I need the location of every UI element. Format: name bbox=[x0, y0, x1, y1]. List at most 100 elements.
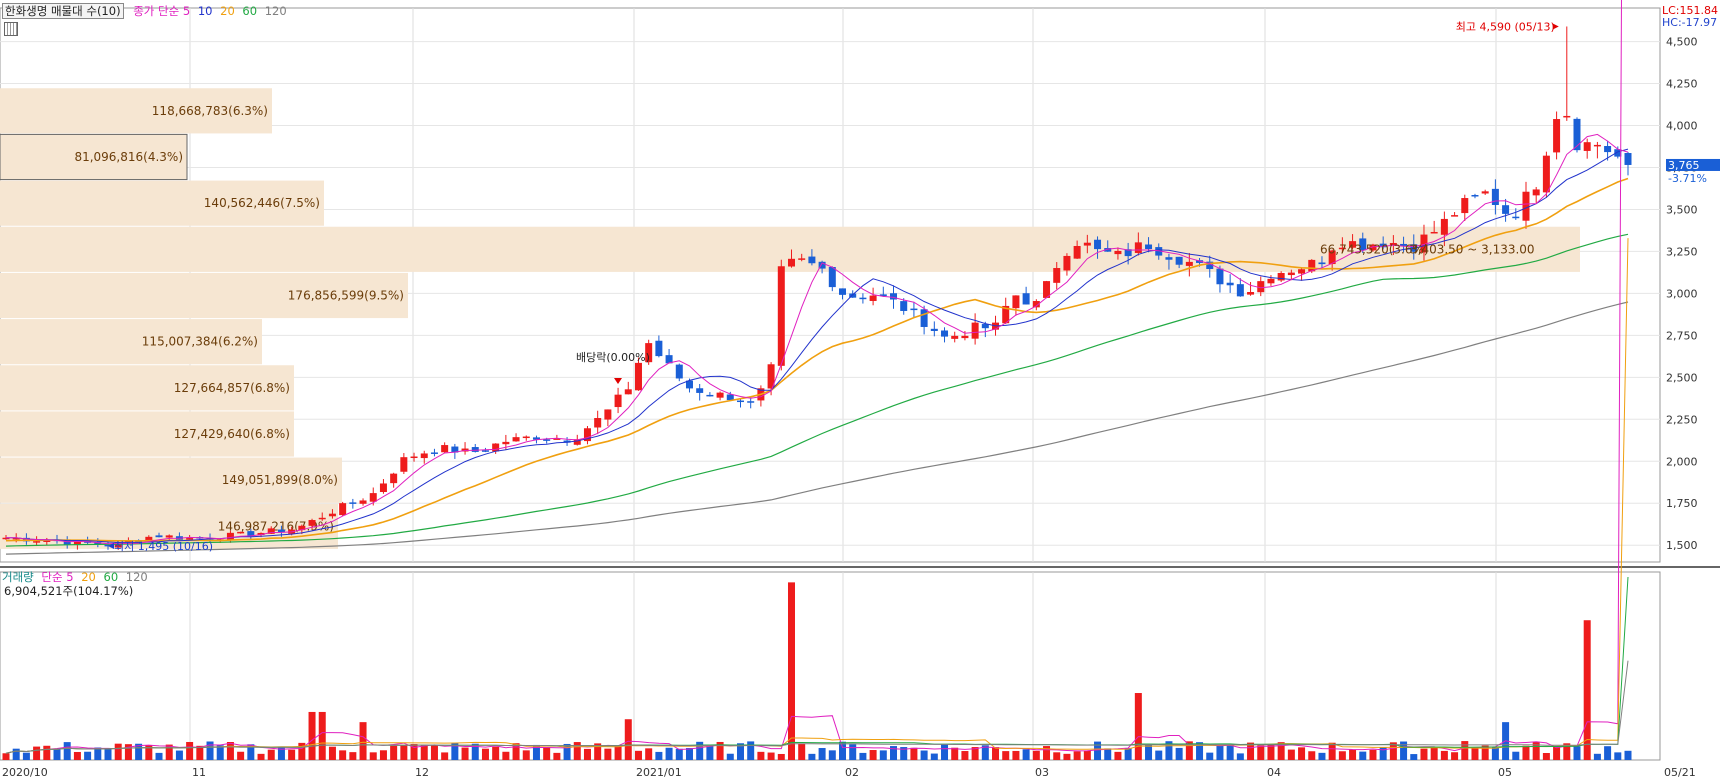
candle-body bbox=[981, 324, 989, 329]
candle-body bbox=[941, 330, 949, 337]
volume-bar bbox=[1593, 753, 1601, 760]
volume-bar bbox=[594, 743, 602, 760]
candle-body bbox=[1298, 269, 1306, 274]
candle-body bbox=[2, 537, 10, 540]
ma120-legend[interactable]: 120 bbox=[264, 4, 287, 18]
ma10-legend[interactable]: 10 bbox=[197, 4, 213, 18]
volume-bar bbox=[339, 750, 347, 760]
candle-body bbox=[1614, 149, 1622, 157]
ma5-legend[interactable]: 종가 단순 5 bbox=[133, 4, 191, 18]
candle-body bbox=[1502, 205, 1510, 214]
volume-bar bbox=[1277, 742, 1285, 760]
vol-ma120-legend[interactable]: 120 bbox=[125, 570, 148, 584]
volume-bar bbox=[84, 751, 92, 760]
ma60-legend[interactable]: 60 bbox=[242, 4, 258, 18]
candle-body bbox=[277, 529, 285, 533]
candle-body bbox=[808, 256, 816, 264]
candle-body bbox=[512, 437, 520, 442]
candle-body bbox=[920, 309, 928, 327]
volume-bar bbox=[614, 746, 622, 760]
volume-bar bbox=[665, 747, 673, 760]
candle-body bbox=[226, 532, 234, 541]
volume-bar bbox=[1308, 751, 1316, 760]
volume-bar bbox=[1512, 751, 1520, 760]
candle-body bbox=[114, 542, 122, 548]
candle-body bbox=[1420, 234, 1428, 253]
volume-legend: 거래량 단순 5 20 60 120 bbox=[2, 570, 148, 584]
candle-body bbox=[1430, 231, 1438, 234]
vol-ma5-legend[interactable]: 단순 5 bbox=[41, 570, 74, 584]
volume-bar bbox=[1073, 751, 1081, 760]
volume-bar bbox=[349, 752, 357, 760]
candle-body bbox=[1134, 242, 1142, 253]
chart-title[interactable]: 한화생명 매물대 수(10) bbox=[2, 3, 124, 19]
candle-body bbox=[1104, 248, 1112, 252]
volume-title[interactable]: 거래량 bbox=[2, 570, 34, 584]
volume-bar bbox=[1369, 749, 1377, 760]
x-tick-label: 04 bbox=[1267, 766, 1281, 779]
candle-body bbox=[624, 389, 632, 395]
volume-bar bbox=[451, 742, 459, 760]
volume-bar bbox=[369, 752, 377, 760]
candle-body bbox=[614, 394, 622, 408]
candle-body bbox=[1349, 241, 1357, 248]
volume-bar bbox=[1012, 750, 1020, 760]
candle-body bbox=[900, 301, 908, 311]
volume-bar bbox=[379, 750, 387, 760]
ma10-line bbox=[5, 148, 1629, 544]
candle-body bbox=[298, 525, 306, 531]
volume-bar bbox=[1522, 745, 1530, 760]
volume-bar bbox=[1155, 750, 1163, 760]
volume-profile-label: 140,562,446(7.5%) bbox=[204, 196, 320, 210]
x-tick-label: 12 bbox=[415, 766, 429, 779]
volume-profile-bar bbox=[0, 319, 262, 365]
vol-ma60-legend[interactable]: 60 bbox=[103, 570, 119, 584]
candle-body bbox=[1277, 272, 1285, 281]
volume-bar bbox=[1267, 744, 1275, 760]
volume-profile-label: 115,007,384(6.2%) bbox=[142, 335, 258, 349]
volume-profile-label: 149,051,899(8.0%) bbox=[222, 473, 338, 487]
volume-bar bbox=[298, 742, 306, 760]
price-tick-label: 4,000 bbox=[1666, 120, 1698, 133]
volume-bar bbox=[410, 744, 418, 760]
candle-body bbox=[1328, 250, 1336, 265]
candle-body bbox=[828, 266, 836, 288]
candle-body bbox=[237, 531, 245, 534]
price-tick-label: 2,250 bbox=[1666, 413, 1698, 426]
candle-body bbox=[1094, 239, 1102, 250]
volume-bar bbox=[1287, 749, 1295, 760]
candle-body bbox=[736, 400, 744, 403]
volume-bar bbox=[1410, 754, 1418, 760]
volume-bar bbox=[114, 743, 122, 760]
low-annotation: 최저 1,495 (10/16) bbox=[114, 540, 213, 553]
candle-body bbox=[1573, 118, 1581, 151]
candle-body bbox=[767, 364, 775, 389]
candle-body bbox=[1267, 278, 1275, 284]
candle-body bbox=[573, 439, 581, 445]
candle-body bbox=[1338, 247, 1346, 250]
ma20-legend[interactable]: 20 bbox=[220, 4, 235, 18]
candle-body bbox=[543, 439, 551, 441]
candle-body bbox=[1114, 250, 1122, 255]
candle-body bbox=[726, 394, 734, 401]
volume-bar bbox=[1216, 744, 1224, 760]
candle-body bbox=[1053, 268, 1061, 283]
volume-bar bbox=[604, 748, 612, 760]
volume-bar bbox=[563, 743, 571, 760]
volume-bar bbox=[1573, 746, 1581, 760]
candle-body bbox=[43, 540, 51, 542]
candle-body bbox=[1400, 243, 1408, 246]
volume-bar bbox=[308, 711, 316, 760]
vol-ma20-legend[interactable]: 20 bbox=[81, 570, 96, 584]
volume-bar bbox=[400, 744, 408, 760]
candle-body bbox=[1206, 261, 1214, 270]
volume-bar bbox=[53, 748, 61, 760]
volume-bar bbox=[512, 743, 520, 760]
volume-bar bbox=[104, 748, 112, 760]
volume-bar bbox=[22, 752, 30, 760]
candle-body bbox=[308, 520, 316, 526]
volume-bar bbox=[696, 741, 704, 760]
grid-toggle-icon[interactable] bbox=[4, 22, 18, 36]
candle-body bbox=[1155, 247, 1163, 256]
